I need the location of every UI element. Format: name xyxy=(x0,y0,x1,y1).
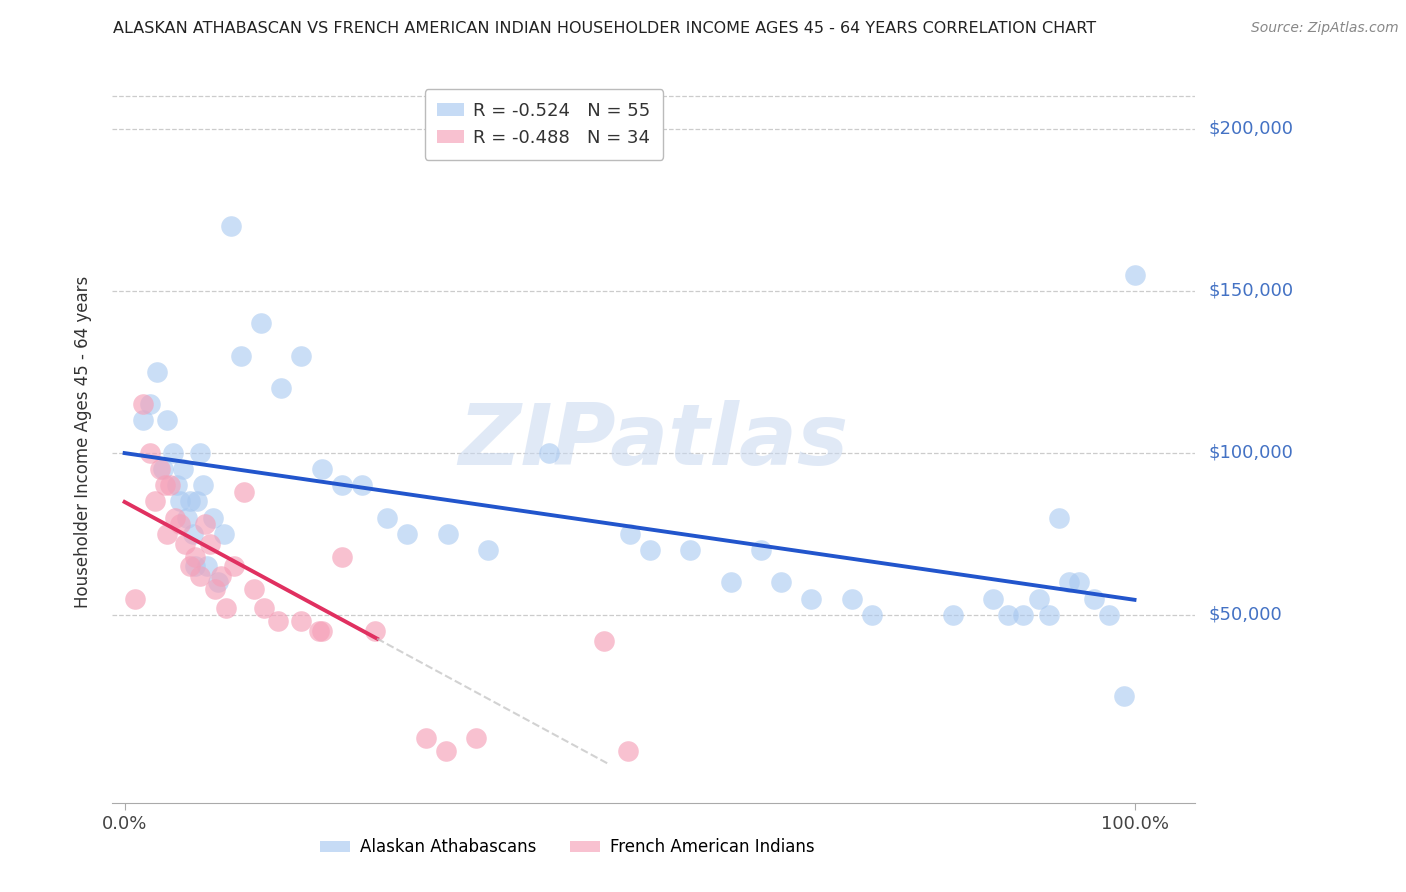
Point xyxy=(250,316,273,330)
Point xyxy=(229,349,252,363)
Point xyxy=(124,591,146,606)
Point xyxy=(165,510,187,524)
Point xyxy=(1038,607,1060,622)
Point xyxy=(770,575,793,590)
Point xyxy=(308,624,330,638)
Point xyxy=(1123,268,1146,282)
Point xyxy=(616,744,638,758)
Point xyxy=(181,527,204,541)
Point xyxy=(1047,510,1070,524)
Point xyxy=(188,569,211,583)
Point xyxy=(720,575,742,590)
Point xyxy=(330,549,353,564)
Point xyxy=(1114,689,1136,703)
Point xyxy=(364,624,387,638)
Point xyxy=(209,569,232,583)
Point xyxy=(679,543,702,558)
Point xyxy=(188,446,211,460)
Point xyxy=(997,607,1019,622)
Legend: Alaskan Athabascans, French American Indians: Alaskan Athabascans, French American Ind… xyxy=(314,831,821,863)
Point xyxy=(860,607,883,622)
Text: $200,000: $200,000 xyxy=(1209,120,1294,138)
Point xyxy=(232,484,254,499)
Point xyxy=(375,510,398,524)
Point xyxy=(186,494,208,508)
Point xyxy=(132,413,155,427)
Point xyxy=(169,517,191,532)
Point xyxy=(179,559,201,574)
Point xyxy=(330,478,353,492)
Point xyxy=(139,446,162,460)
Point xyxy=(194,517,217,532)
Point xyxy=(200,536,222,550)
Point xyxy=(1057,575,1080,590)
Point xyxy=(156,413,179,427)
Point xyxy=(593,633,616,648)
Point xyxy=(214,601,236,615)
Point xyxy=(253,601,276,615)
Point xyxy=(749,543,772,558)
Point xyxy=(193,478,215,492)
Point xyxy=(465,731,488,745)
Point xyxy=(166,478,188,492)
Point xyxy=(396,527,419,541)
Point xyxy=(290,615,312,629)
Point xyxy=(132,397,155,411)
Text: $150,000: $150,000 xyxy=(1209,282,1294,300)
Point xyxy=(172,462,194,476)
Point xyxy=(436,527,458,541)
Point xyxy=(800,591,823,606)
Point xyxy=(477,543,499,558)
Point xyxy=(1098,607,1121,622)
Point xyxy=(841,591,863,606)
Point xyxy=(184,559,207,574)
Point xyxy=(219,219,242,233)
Point xyxy=(149,462,172,476)
Point xyxy=(1028,591,1050,606)
Point xyxy=(176,510,198,524)
Point xyxy=(174,536,197,550)
Point xyxy=(159,478,181,492)
Point xyxy=(204,582,226,596)
Point xyxy=(267,615,290,629)
Text: Source: ZipAtlas.com: Source: ZipAtlas.com xyxy=(1251,21,1399,35)
Text: $100,000: $100,000 xyxy=(1209,444,1294,462)
Point xyxy=(207,575,229,590)
Point xyxy=(350,478,373,492)
Point xyxy=(139,397,162,411)
Point xyxy=(1067,575,1090,590)
Point xyxy=(981,591,1004,606)
Point xyxy=(184,549,207,564)
Point xyxy=(153,478,176,492)
Point xyxy=(146,365,169,379)
Point xyxy=(290,349,312,363)
Point xyxy=(1012,607,1035,622)
Point xyxy=(1083,591,1105,606)
Point xyxy=(537,446,560,460)
Point xyxy=(415,731,437,745)
Point xyxy=(638,543,661,558)
Y-axis label: Householder Income Ages 45 - 64 years: Householder Income Ages 45 - 64 years xyxy=(73,276,91,607)
Point xyxy=(197,559,219,574)
Text: ALASKAN ATHABASCAN VS FRENCH AMERICAN INDIAN HOUSEHOLDER INCOME AGES 45 - 64 YEA: ALASKAN ATHABASCAN VS FRENCH AMERICAN IN… xyxy=(112,21,1097,36)
Point xyxy=(212,527,235,541)
Point xyxy=(169,494,191,508)
Point xyxy=(179,494,201,508)
Point xyxy=(243,582,266,596)
Point xyxy=(222,559,245,574)
Point xyxy=(143,494,166,508)
Point xyxy=(156,527,179,541)
Point xyxy=(619,527,641,541)
Point xyxy=(162,446,184,460)
Point xyxy=(202,510,225,524)
Point xyxy=(270,381,292,395)
Point xyxy=(942,607,965,622)
Point xyxy=(311,624,333,638)
Point xyxy=(434,744,457,758)
Point xyxy=(311,462,333,476)
Text: $50,000: $50,000 xyxy=(1209,606,1282,624)
Point xyxy=(152,462,174,476)
Text: ZIPatlas: ZIPatlas xyxy=(458,400,849,483)
